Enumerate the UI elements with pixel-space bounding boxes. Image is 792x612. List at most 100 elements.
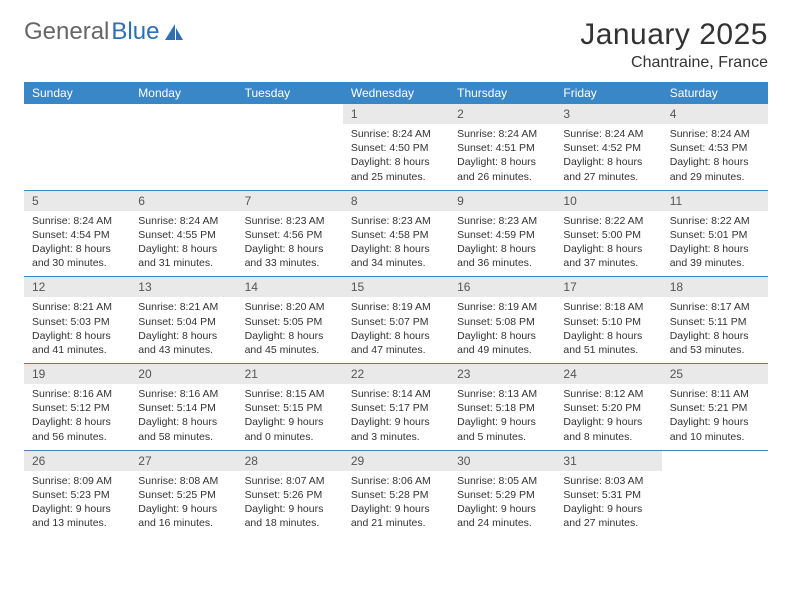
day-number: 28 <box>237 451 343 471</box>
calendar-cell: 30Sunrise: 8:05 AMSunset: 5:29 PMDayligh… <box>449 450 555 536</box>
weekday-header: Tuesday <box>237 82 343 104</box>
calendar-cell: 23Sunrise: 8:13 AMSunset: 5:18 PMDayligh… <box>449 364 555 451</box>
day-info: Sunrise: 8:24 AMSunset: 4:52 PMDaylight:… <box>555 124 661 190</box>
day-info: Sunrise: 8:11 AMSunset: 5:21 PMDaylight:… <box>662 384 768 450</box>
day-number: 18 <box>662 277 768 297</box>
day-number: 2 <box>449 104 555 124</box>
calendar-week: 19Sunrise: 8:16 AMSunset: 5:12 PMDayligh… <box>24 364 768 451</box>
day-number: 8 <box>343 191 449 211</box>
calendar-cell: 20Sunrise: 8:16 AMSunset: 5:14 PMDayligh… <box>130 364 236 451</box>
calendar-cell: 21Sunrise: 8:15 AMSunset: 5:15 PMDayligh… <box>237 364 343 451</box>
calendar-cell: 27Sunrise: 8:08 AMSunset: 5:25 PMDayligh… <box>130 450 236 536</box>
day-number: 21 <box>237 364 343 384</box>
day-number: 27 <box>130 451 236 471</box>
calendar-cell: 1Sunrise: 8:24 AMSunset: 4:50 PMDaylight… <box>343 104 449 190</box>
calendar-cell: 14Sunrise: 8:20 AMSunset: 5:05 PMDayligh… <box>237 277 343 364</box>
calendar-cell: 13Sunrise: 8:21 AMSunset: 5:04 PMDayligh… <box>130 277 236 364</box>
month-title: January 2025 <box>580 18 768 52</box>
day-info: Sunrise: 8:24 AMSunset: 4:53 PMDaylight:… <box>662 124 768 190</box>
title-block: January 2025 Chantraine, France <box>580 18 768 72</box>
day-info: Sunrise: 8:19 AMSunset: 5:07 PMDaylight:… <box>343 297 449 363</box>
day-info: Sunrise: 8:05 AMSunset: 5:29 PMDaylight:… <box>449 471 555 537</box>
day-info: Sunrise: 8:16 AMSunset: 5:12 PMDaylight:… <box>24 384 130 450</box>
day-info: Sunrise: 8:22 AMSunset: 5:01 PMDaylight:… <box>662 211 768 277</box>
calendar-cell: 28Sunrise: 8:07 AMSunset: 5:26 PMDayligh… <box>237 450 343 536</box>
calendar-cell <box>130 104 236 190</box>
day-info: Sunrise: 8:19 AMSunset: 5:08 PMDaylight:… <box>449 297 555 363</box>
logo-text-1: General <box>24 18 109 46</box>
day-number: 11 <box>662 191 768 211</box>
calendar-cell: 4Sunrise: 8:24 AMSunset: 4:53 PMDaylight… <box>662 104 768 190</box>
day-number: 17 <box>555 277 661 297</box>
day-number: 1 <box>343 104 449 124</box>
day-number: 25 <box>662 364 768 384</box>
day-number: 6 <box>130 191 236 211</box>
calendar-cell: 15Sunrise: 8:19 AMSunset: 5:07 PMDayligh… <box>343 277 449 364</box>
day-info: Sunrise: 8:24 AMSunset: 4:55 PMDaylight:… <box>130 211 236 277</box>
weekday-header: Sunday <box>24 82 130 104</box>
page-header: GeneralBlue January 2025 Chantraine, Fra… <box>24 18 768 72</box>
calendar-cell: 10Sunrise: 8:22 AMSunset: 5:00 PMDayligh… <box>555 190 661 277</box>
calendar-head: SundayMondayTuesdayWednesdayThursdayFrid… <box>24 82 768 104</box>
day-number: 5 <box>24 191 130 211</box>
weekday-header: Wednesday <box>343 82 449 104</box>
calendar-cell: 16Sunrise: 8:19 AMSunset: 5:08 PMDayligh… <box>449 277 555 364</box>
day-info: Sunrise: 8:24 AMSunset: 4:51 PMDaylight:… <box>449 124 555 190</box>
day-info: Sunrise: 8:12 AMSunset: 5:20 PMDaylight:… <box>555 384 661 450</box>
calendar-week: 1Sunrise: 8:24 AMSunset: 4:50 PMDaylight… <box>24 104 768 190</box>
day-number: 3 <box>555 104 661 124</box>
weekday-header: Friday <box>555 82 661 104</box>
logo-sail-icon <box>163 22 185 42</box>
day-info: Sunrise: 8:06 AMSunset: 5:28 PMDaylight:… <box>343 471 449 537</box>
day-info: Sunrise: 8:08 AMSunset: 5:25 PMDaylight:… <box>130 471 236 537</box>
calendar-cell: 9Sunrise: 8:23 AMSunset: 4:59 PMDaylight… <box>449 190 555 277</box>
day-info: Sunrise: 8:17 AMSunset: 5:11 PMDaylight:… <box>662 297 768 363</box>
calendar-cell <box>662 450 768 536</box>
day-number: 30 <box>449 451 555 471</box>
day-number: 14 <box>237 277 343 297</box>
calendar-cell: 22Sunrise: 8:14 AMSunset: 5:17 PMDayligh… <box>343 364 449 451</box>
day-number: 26 <box>24 451 130 471</box>
day-info: Sunrise: 8:16 AMSunset: 5:14 PMDaylight:… <box>130 384 236 450</box>
day-number: 31 <box>555 451 661 471</box>
day-number: 29 <box>343 451 449 471</box>
day-info: Sunrise: 8:23 AMSunset: 4:59 PMDaylight:… <box>449 211 555 277</box>
day-info: Sunrise: 8:03 AMSunset: 5:31 PMDaylight:… <box>555 471 661 537</box>
day-info: Sunrise: 8:21 AMSunset: 5:04 PMDaylight:… <box>130 297 236 363</box>
calendar-cell: 26Sunrise: 8:09 AMSunset: 5:23 PMDayligh… <box>24 450 130 536</box>
calendar-cell: 8Sunrise: 8:23 AMSunset: 4:58 PMDaylight… <box>343 190 449 277</box>
day-number: 7 <box>237 191 343 211</box>
day-info: Sunrise: 8:24 AMSunset: 4:50 PMDaylight:… <box>343 124 449 190</box>
day-info: Sunrise: 8:07 AMSunset: 5:26 PMDaylight:… <box>237 471 343 537</box>
day-number: 20 <box>130 364 236 384</box>
calendar-cell <box>237 104 343 190</box>
weekday-header: Saturday <box>662 82 768 104</box>
calendar-cell: 2Sunrise: 8:24 AMSunset: 4:51 PMDaylight… <box>449 104 555 190</box>
day-info: Sunrise: 8:14 AMSunset: 5:17 PMDaylight:… <box>343 384 449 450</box>
day-number: 9 <box>449 191 555 211</box>
day-number: 4 <box>662 104 768 124</box>
calendar-cell: 17Sunrise: 8:18 AMSunset: 5:10 PMDayligh… <box>555 277 661 364</box>
calendar-cell: 25Sunrise: 8:11 AMSunset: 5:21 PMDayligh… <box>662 364 768 451</box>
day-number: 13 <box>130 277 236 297</box>
calendar-cell: 3Sunrise: 8:24 AMSunset: 4:52 PMDaylight… <box>555 104 661 190</box>
weekday-header: Thursday <box>449 82 555 104</box>
calendar-cell <box>24 104 130 190</box>
location: Chantraine, France <box>580 54 768 72</box>
calendar-cell: 12Sunrise: 8:21 AMSunset: 5:03 PMDayligh… <box>24 277 130 364</box>
calendar-body: 1Sunrise: 8:24 AMSunset: 4:50 PMDaylight… <box>24 104 768 536</box>
day-info: Sunrise: 8:23 AMSunset: 4:56 PMDaylight:… <box>237 211 343 277</box>
day-number: 23 <box>449 364 555 384</box>
calendar-cell: 11Sunrise: 8:22 AMSunset: 5:01 PMDayligh… <box>662 190 768 277</box>
calendar-cell: 31Sunrise: 8:03 AMSunset: 5:31 PMDayligh… <box>555 450 661 536</box>
weekday-header: Monday <box>130 82 236 104</box>
day-info: Sunrise: 8:23 AMSunset: 4:58 PMDaylight:… <box>343 211 449 277</box>
calendar-cell: 29Sunrise: 8:06 AMSunset: 5:28 PMDayligh… <box>343 450 449 536</box>
calendar-cell: 6Sunrise: 8:24 AMSunset: 4:55 PMDaylight… <box>130 190 236 277</box>
calendar-week: 26Sunrise: 8:09 AMSunset: 5:23 PMDayligh… <box>24 450 768 536</box>
day-info: Sunrise: 8:21 AMSunset: 5:03 PMDaylight:… <box>24 297 130 363</box>
calendar-cell: 24Sunrise: 8:12 AMSunset: 5:20 PMDayligh… <box>555 364 661 451</box>
calendar-week: 5Sunrise: 8:24 AMSunset: 4:54 PMDaylight… <box>24 190 768 277</box>
calendar-cell: 7Sunrise: 8:23 AMSunset: 4:56 PMDaylight… <box>237 190 343 277</box>
day-number: 16 <box>449 277 555 297</box>
